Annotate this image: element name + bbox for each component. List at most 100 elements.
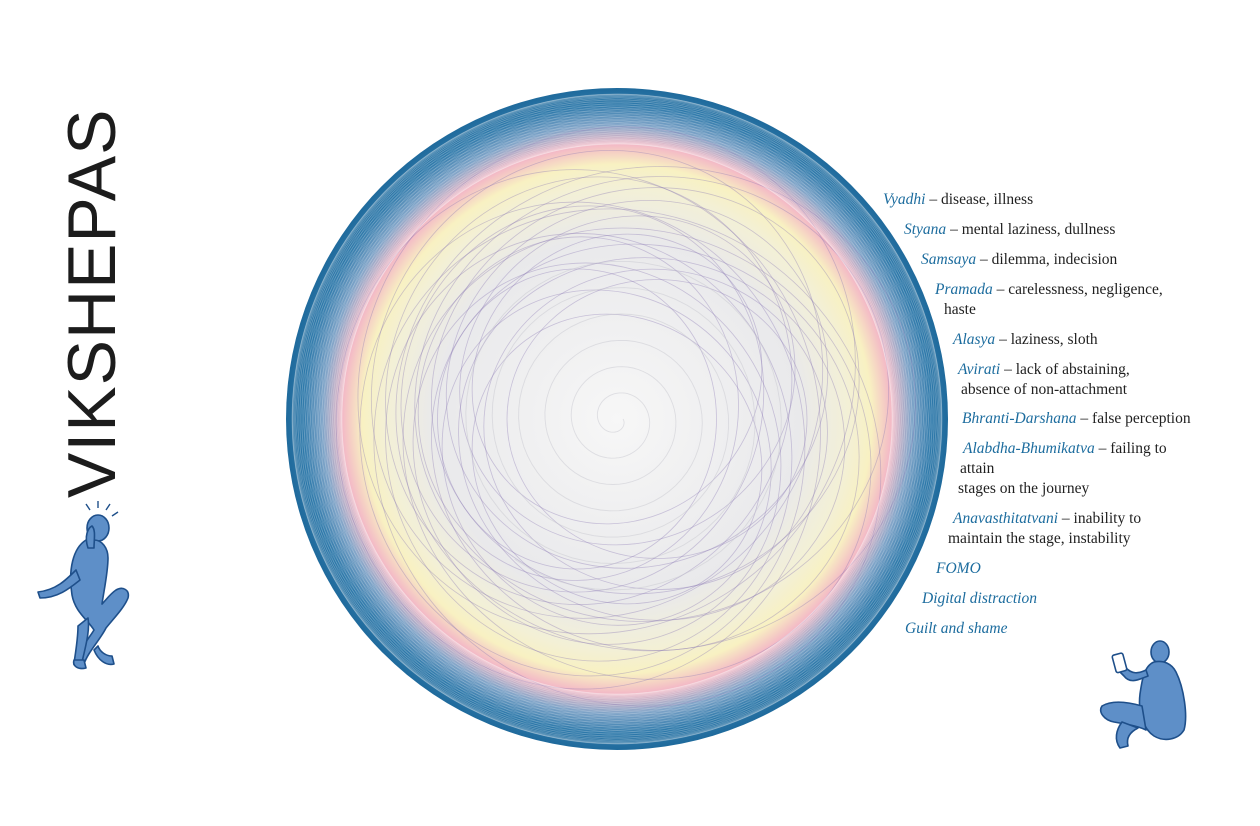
- spirograph-line: [333, 100, 935, 701]
- list-item-avirati: Avirati – lack of abstaining, absence of…: [958, 361, 1130, 398]
- spirograph-line: [370, 150, 824, 619]
- spirograph-line: [335, 169, 821, 690]
- spirograph-line: [321, 94, 923, 695]
- spirograph-line: [308, 94, 910, 696]
- spirograph-line: [412, 262, 782, 645]
- spirograph-line: [357, 126, 856, 635]
- spirograph-line: [301, 138, 903, 740]
- spirograph-line: [385, 233, 793, 662]
- spirograph-line: [412, 262, 782, 645]
- spirograph-line: [370, 150, 824, 619]
- spirograph-line: [341, 123, 942, 725]
- spirograph-line: [400, 205, 765, 593]
- spirograph-line: [321, 143, 923, 744]
- spirograph-line: [373, 208, 882, 707]
- spirograph-line: [341, 113, 942, 715]
- spirograph-line: [291, 116, 893, 717]
- spirograph-line: [314, 93, 915, 695]
- list-item-samsaya: Samsaya – dilemma, indecision: [921, 251, 1118, 268]
- spirograph-line: [319, 143, 920, 745]
- spirograph-line: [339, 108, 941, 710]
- spirograph-line: [414, 176, 889, 622]
- spirograph-line: [301, 98, 903, 700]
- spirograph-line: [414, 176, 889, 622]
- list-item-alasya: Alasya – laziness, sloth: [953, 331, 1098, 348]
- spirograph-line: [385, 233, 793, 662]
- spirograph-line: [326, 95, 928, 697]
- list-item-guilt-and-shame: Guilt and shame: [905, 620, 1008, 637]
- spirograph-line: [293, 128, 895, 730]
- spirograph-line: [340, 126, 942, 728]
- spirograph-line: [431, 243, 860, 651]
- spirograph-line: [431, 187, 860, 595]
- spirograph-line: [506, 279, 808, 559]
- spirograph-line: [292, 113, 893, 715]
- spirograph-line: [417, 236, 739, 581]
- spirograph-line: [314, 143, 915, 745]
- spirograph-line: [459, 215, 796, 546]
- spirograph-line: [402, 227, 872, 680]
- spirograph-line: [308, 142, 910, 744]
- list-item-alabdha-bhumikatva: Alabdha-Bhumikatva – failing to attain s…: [958, 440, 1167, 497]
- spirograph-line: [294, 106, 896, 707]
- spirograph-line: [336, 103, 938, 705]
- spirograph-line: [306, 95, 908, 697]
- spirograph-line: [329, 96, 930, 698]
- spirograph-swirl: [465, 260, 782, 591]
- phone-icon: [1111, 652, 1128, 674]
- spirograph-line: [335, 169, 821, 690]
- list-item-pramada: Pramada – carelessness, negligence, hast…: [935, 281, 1163, 318]
- spirograph-line: [304, 96, 905, 698]
- person-holding-head-icon: [37, 501, 130, 670]
- spirograph-line: [400, 205, 765, 593]
- spirograph-line: [471, 233, 763, 525]
- spirograph-line: [441, 289, 772, 626]
- spirograph-line: [336, 133, 938, 735]
- spirograph-line: [298, 101, 899, 703]
- spirograph-line: [338, 131, 940, 732]
- spirograph-line: [445, 200, 829, 569]
- spirograph-lines: [291, 93, 943, 745]
- spirograph-line: [506, 279, 808, 559]
- spirograph-line: [292, 126, 894, 728]
- spirograph-line: [293, 108, 895, 710]
- spirograph-line: [373, 208, 882, 707]
- spirograph-line: [341, 118, 943, 720]
- spirograph-line: [340, 110, 942, 712]
- spirograph-line: [417, 236, 739, 581]
- spirograph-line: [395, 166, 916, 652]
- spirograph-line: [316, 93, 918, 695]
- spirograph-line: [329, 140, 930, 742]
- spirograph-line: [326, 141, 928, 743]
- spirograph-line: [311, 143, 913, 744]
- spirograph-line: [324, 94, 926, 696]
- spirograph-line: [341, 121, 943, 722]
- spirograph-line: [359, 201, 806, 677]
- spirograph-line: [459, 215, 796, 546]
- spirograph-line: [458, 257, 846, 621]
- list-item-anavasthitatvani: Anavasthitatvani – inability to maintain…: [948, 510, 1142, 547]
- spirograph-line: [333, 137, 935, 738]
- spirograph-line: [339, 128, 941, 730]
- spirograph-line: [298, 135, 899, 737]
- spirograph-line: [306, 141, 908, 743]
- spirograph-line: [311, 94, 913, 695]
- spirograph-line: [294, 131, 896, 732]
- spirograph-line: [331, 138, 933, 740]
- spirograph-line: [437, 268, 717, 570]
- spirograph-line: [292, 110, 894, 712]
- spirograph-line: [292, 123, 893, 725]
- spirograph-line: [471, 313, 763, 605]
- list-item-digital-distraction: Digital distraction: [922, 590, 1037, 607]
- list-item-fomo: FOMO: [936, 560, 981, 577]
- spirograph-line: [341, 116, 943, 717]
- spirograph-line: [402, 227, 872, 680]
- spirograph-line: [299, 100, 901, 701]
- list-item-bhranti-darshana: Bhranti-Darshana – false perception: [962, 410, 1191, 427]
- spirograph-line: [331, 98, 933, 700]
- spirograph-line: [304, 140, 905, 742]
- spirograph-line: [437, 268, 717, 570]
- list-item-styana: Styana – mental laziness, dullness: [904, 221, 1116, 238]
- spirograph-line: [296, 103, 898, 705]
- vikshepas-orb: [286, 88, 948, 750]
